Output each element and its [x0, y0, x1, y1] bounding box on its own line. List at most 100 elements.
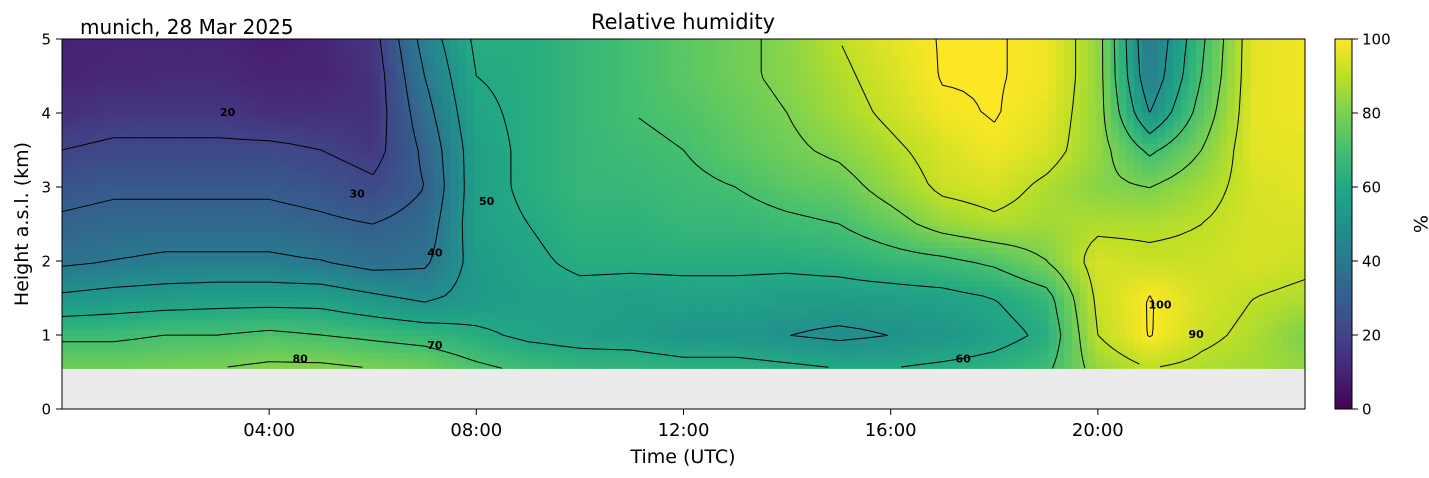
- heatmap-cell: [388, 50, 396, 56]
- heatmap-cell: [645, 165, 653, 171]
- heatmap-cell: [85, 99, 93, 105]
- heatmap-cell: [652, 83, 660, 89]
- heatmap-cell: [489, 308, 497, 314]
- heatmap-cell: [155, 204, 163, 210]
- heatmap-cell: [109, 231, 117, 237]
- heatmap-cell: [334, 253, 342, 259]
- heatmap-cell: [668, 110, 676, 116]
- heatmap-cell: [163, 297, 171, 303]
- heatmap-cell: [660, 330, 668, 336]
- heatmap-cell: [652, 88, 660, 94]
- heatmap-cell: [404, 363, 412, 369]
- heatmap-cell: [466, 110, 474, 116]
- heatmap-cell: [443, 204, 451, 210]
- heatmap-cell: [241, 105, 249, 111]
- heatmap-cell: [691, 330, 699, 336]
- heatmap-cell: [699, 110, 707, 116]
- heatmap-cell: [598, 280, 606, 286]
- heatmap-cell: [489, 127, 497, 133]
- heatmap-cell: [699, 280, 707, 286]
- heatmap-cell: [140, 319, 148, 325]
- heatmap-cell: [272, 99, 280, 105]
- heatmap-cell: [202, 72, 210, 78]
- heatmap-cell: [241, 61, 249, 67]
- heatmap-cell: [699, 154, 707, 160]
- heatmap-cell: [388, 193, 396, 199]
- heatmap-cell: [326, 319, 334, 325]
- heatmap-cell: [373, 319, 381, 325]
- heatmap-cell: [179, 110, 187, 116]
- heatmap-cell: [450, 226, 458, 232]
- heatmap-cell: [598, 302, 606, 308]
- heatmap-cell: [450, 204, 458, 210]
- heatmap-cell: [163, 105, 171, 111]
- heatmap-cell: [256, 176, 264, 182]
- heatmap-cell: [583, 160, 591, 166]
- heatmap-cell: [365, 341, 373, 347]
- heatmap-cell: [489, 61, 497, 67]
- heatmap-cell: [210, 121, 218, 127]
- heatmap-cell: [474, 302, 482, 308]
- heatmap-cell: [443, 220, 451, 226]
- heatmap-cell: [132, 83, 140, 89]
- heatmap-cell: [699, 116, 707, 122]
- heatmap-cell: [210, 193, 218, 199]
- heatmap-cell: [482, 319, 490, 325]
- heatmap-cell: [396, 165, 404, 171]
- heatmap-cell: [186, 182, 194, 188]
- heatmap-cell: [163, 160, 171, 166]
- heatmap-cell: [78, 77, 86, 83]
- heatmap-cell: [365, 110, 373, 116]
- heatmap-cell: [427, 105, 435, 111]
- heatmap-cell: [614, 116, 622, 122]
- heatmap-cell: [536, 363, 544, 369]
- heatmap-cell: [590, 308, 598, 314]
- heatmap-cell: [676, 363, 684, 369]
- heatmap-cell: [404, 226, 412, 232]
- heatmap-cell: [163, 110, 171, 116]
- heatmap-cell: [342, 319, 350, 325]
- heatmap-cell: [179, 264, 187, 270]
- heatmap-cell: [194, 248, 202, 254]
- heatmap-cell: [676, 313, 684, 319]
- heatmap-cell: [210, 242, 218, 248]
- heatmap-cell: [357, 77, 365, 83]
- heatmap-cell: [140, 297, 148, 303]
- heatmap-cell: [349, 94, 357, 100]
- heatmap-cell: [396, 308, 404, 314]
- heatmap-cell: [381, 237, 389, 243]
- heatmap-cell: [233, 286, 241, 292]
- heatmap-cell: [318, 160, 326, 166]
- heatmap-cell: [217, 346, 225, 352]
- heatmap-cell: [652, 116, 660, 122]
- heatmap-cell: [427, 220, 435, 226]
- heatmap-cell: [132, 264, 140, 270]
- heatmap-cell: [147, 346, 155, 352]
- heatmap-cell: [466, 39, 474, 45]
- heatmap-cell: [225, 220, 233, 226]
- heatmap-cell: [699, 39, 707, 45]
- heatmap-cell: [637, 138, 645, 144]
- heatmap-cell: [163, 335, 171, 341]
- heatmap-cell: [458, 110, 466, 116]
- heatmap-cell: [551, 160, 559, 166]
- heatmap-cell: [404, 352, 412, 358]
- heatmap-cell: [116, 121, 124, 127]
- heatmap-cell: [551, 121, 559, 127]
- heatmap-cell: [676, 291, 684, 297]
- heatmap-cell: [217, 291, 225, 297]
- heatmap-cell: [85, 215, 93, 221]
- heatmap-cell: [280, 248, 288, 254]
- heatmap-cell: [318, 55, 326, 61]
- heatmap-cell: [559, 357, 567, 363]
- heatmap-cell: [435, 226, 443, 232]
- heatmap-cell: [233, 275, 241, 281]
- heatmap-cell: [326, 116, 334, 122]
- heatmap-cell: [264, 132, 272, 138]
- heatmap-cell: [311, 55, 319, 61]
- heatmap-cell: [489, 297, 497, 303]
- heatmap-cell: [466, 286, 474, 292]
- heatmap-cell: [559, 154, 567, 160]
- heatmap-cell: [505, 220, 513, 226]
- heatmap-cell: [334, 143, 342, 149]
